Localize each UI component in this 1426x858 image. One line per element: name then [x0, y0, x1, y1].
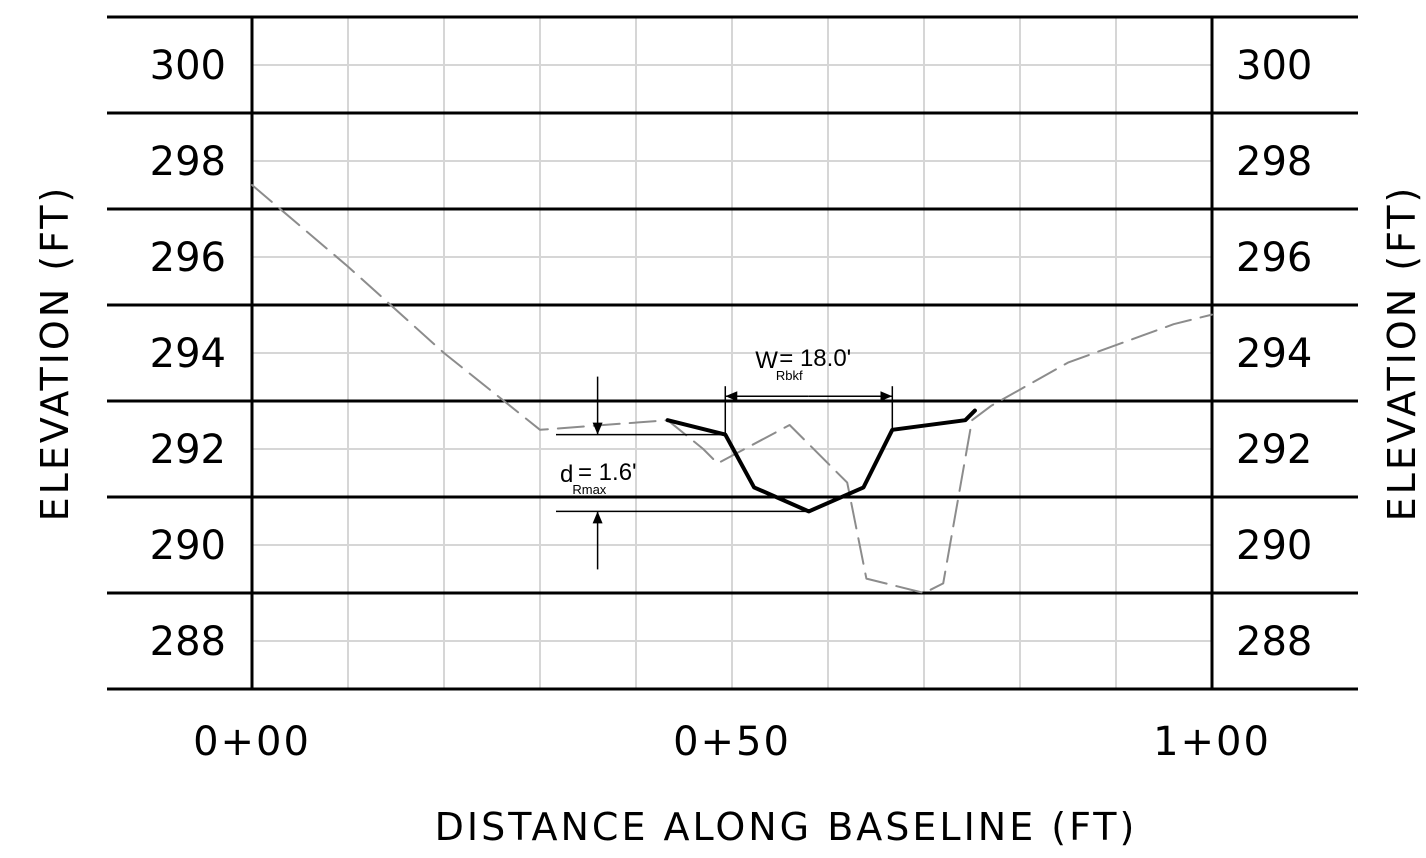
x-tick-label: 0+00 — [193, 719, 311, 765]
y-tick-label: 290 — [1236, 523, 1312, 569]
x-tick-labels: 0+00 0+50 1+00 — [193, 719, 1271, 765]
width-annotation-value: = 18.0' — [779, 345, 851, 372]
annotations: W Rbkf= 18.0' dRmax= 1.6' — [556, 345, 894, 570]
y-tick-label: 300 — [150, 43, 226, 89]
grid — [252, 17, 1212, 689]
proposed-channel-line — [665, 408, 977, 514]
y-tick-label: 294 — [150, 331, 226, 377]
y-tick-label: 292 — [1236, 427, 1312, 473]
existing-ground-line — [251, 184, 1213, 594]
y-tick-label: 296 — [1236, 235, 1312, 281]
series-lines — [251, 184, 1213, 594]
y-tick-label: 294 — [1236, 331, 1312, 377]
y-tick-labels-left: 288 290 292 294 296 298 300 — [150, 43, 226, 665]
x-axis-label: DISTANCE ALONG BASELINE (FT) — [435, 805, 1138, 849]
y-tick-label: 296 — [150, 235, 226, 281]
x-tick-label: 0+50 — [673, 719, 791, 765]
y-tick-labels-right: 288 290 292 294 296 298 300 — [1236, 43, 1312, 665]
y-axis-label-right: ELEVATION (FT) — [1380, 185, 1424, 522]
frame — [107, 15, 1358, 691]
x-tick-label: 1+00 — [1153, 719, 1271, 765]
y-tick-label: 298 — [1236, 139, 1312, 185]
width-annotation-label: W Rbkf — [755, 347, 803, 383]
depth-annotation-value: = 1.6' — [578, 459, 637, 486]
y-tick-label: 292 — [150, 427, 226, 473]
y-axis-label-left: ELEVATION (FT) — [33, 185, 77, 522]
y-tick-label: 298 — [150, 139, 226, 185]
y-tick-label: 288 — [150, 619, 226, 665]
y-tick-label: 288 — [1236, 619, 1312, 665]
depth-annotation-label: dRmax — [560, 461, 607, 497]
y-tick-label: 300 — [1236, 43, 1312, 89]
y-tick-label: 290 — [150, 523, 226, 569]
